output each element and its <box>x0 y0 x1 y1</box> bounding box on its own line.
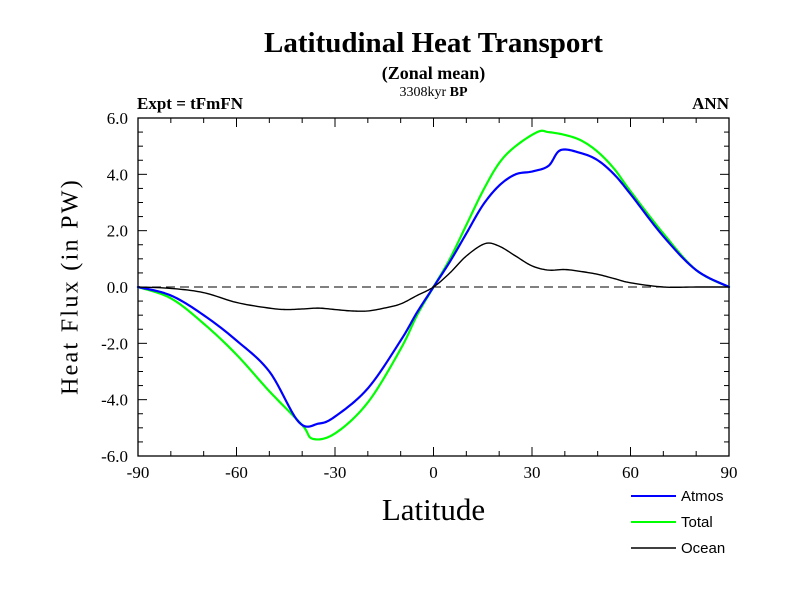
svg-text:-4.0: -4.0 <box>101 391 128 410</box>
svg-text:60: 60 <box>622 463 639 482</box>
svg-text:-30: -30 <box>324 463 347 482</box>
svg-text:4.0: 4.0 <box>107 165 128 184</box>
svg-text:6.0: 6.0 <box>107 109 128 128</box>
svg-text:-90: -90 <box>127 463 150 482</box>
svg-text:90: 90 <box>721 463 738 482</box>
svg-text:-6.0: -6.0 <box>101 447 128 466</box>
svg-text:-2.0: -2.0 <box>101 334 128 353</box>
svg-text:0.0: 0.0 <box>107 278 128 297</box>
svg-text:30: 30 <box>524 463 541 482</box>
svg-text:0: 0 <box>429 463 438 482</box>
svg-text:2.0: 2.0 <box>107 222 128 241</box>
svg-text:-60: -60 <box>225 463 248 482</box>
